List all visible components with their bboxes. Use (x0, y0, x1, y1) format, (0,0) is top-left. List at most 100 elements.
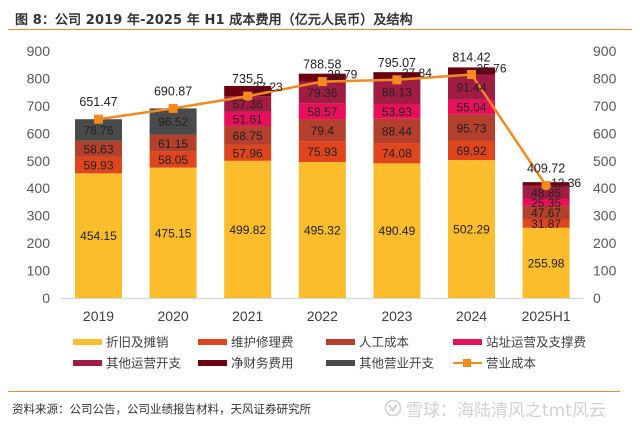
y2-axis-tick-label: 900 (593, 43, 617, 59)
legend-swatch-icon (326, 360, 355, 366)
data-labels: 454.15 59.93 58.63 78.76 475.15 58.05 61.15 96.… (79, 50, 581, 270)
bar-value-label: 31.87 (531, 217, 561, 231)
bar-segment (373, 118, 421, 144)
bar-segment (224, 160, 272, 298)
bar-segment (522, 205, 570, 220)
y2-axis-tick-label: 100 (593, 263, 617, 279)
bar-segment (149, 134, 197, 152)
legend-label: 人工成本 (359, 336, 410, 350)
y-axis-tick-label: 100 (27, 263, 51, 279)
bar-segment (75, 119, 122, 141)
bar-segment (373, 143, 421, 164)
bar-value-label: 51.61 (233, 112, 263, 126)
bar-value-label: 88.44 (382, 124, 412, 138)
bar-segment (224, 85, 272, 97)
bar-value-label: 61.15 (158, 137, 188, 151)
title-underline (8, 29, 632, 30)
source-note: 资料来源：公司公告，公司业绩报告材料，天风证券研究所 (12, 402, 311, 416)
y-axis-tick-label: 600 (27, 125, 51, 141)
bar-segment (149, 167, 197, 298)
bar-value-label: 55.04 (456, 101, 486, 115)
legend-item: 折旧及摊销 (73, 335, 169, 350)
bar-value-label: 12.36 (551, 176, 581, 190)
stacked-bars (75, 67, 570, 298)
line-marker (392, 75, 402, 85)
bar-segment (298, 81, 346, 104)
x-axis-tick-label: 2024 (456, 308, 487, 324)
bar-segment (75, 156, 122, 174)
line-value-label: 795.07 (378, 56, 416, 70)
y2-axis-tick-label: 600 (593, 125, 617, 141)
line-value-label: 735.5 (232, 72, 263, 86)
bar-value-label: 59.93 (83, 159, 113, 173)
legend-label: 维护修理费 (231, 335, 294, 350)
line-marker (467, 69, 476, 79)
legend-swatch-icon (73, 339, 102, 345)
line-marker (168, 103, 178, 113)
bar-value-label: 58.63 (83, 142, 113, 156)
bar-value-label: 57.96 (233, 146, 263, 160)
bar-value-label: 495.32 (304, 224, 341, 238)
legend-marker-icon (463, 359, 471, 367)
bar-value-label: 25.76 (476, 61, 506, 75)
watermark-text: 雪球：海陆清风之tmt风云 (406, 400, 606, 421)
legend-item: 维护修理费 (198, 335, 294, 350)
line-value-label: 690.87 (154, 84, 192, 98)
legend-swatch-icon (73, 360, 102, 366)
legend-label: 营业成本 (486, 357, 537, 371)
legend-label: 其他营业开支 (359, 357, 435, 371)
bar-value-label: 68.75 (233, 129, 263, 143)
bar-segment (298, 141, 346, 163)
x-axis-tick-label: 2021 (232, 308, 263, 324)
bar-value-label: 53.93 (382, 105, 412, 119)
watermark: 雪球：海陆清风之tmt风云 (384, 396, 606, 421)
line-value-label: 788.58 (303, 58, 341, 72)
y2-axis-tick-label: 0 (593, 290, 601, 306)
bar-segment (224, 126, 272, 145)
bar-segment (448, 114, 495, 141)
bar-value-label: 475.15 (155, 226, 192, 240)
bar-segment (298, 119, 346, 142)
bar-segment (224, 144, 272, 161)
bar-segment (522, 219, 570, 228)
y-axis-tick-label: 400 (27, 180, 51, 196)
y-axis-tick-label: 900 (27, 43, 51, 59)
y-axis-tick-label: 800 (27, 70, 51, 86)
y2-axis-tick-label: 700 (593, 98, 617, 114)
line-marker (541, 181, 551, 191)
bar-value-label: 502.29 (453, 223, 490, 237)
bar-value-label: 57.36 (233, 98, 263, 112)
x-axis-tick-label: 2019 (83, 308, 114, 324)
line-value-label: 651.47 (79, 95, 117, 109)
bar-value-label: 28.79 (327, 68, 357, 82)
y-axis-tick-label: 200 (27, 235, 51, 251)
bar-segment (448, 140, 495, 161)
bar-segment (448, 99, 495, 115)
bar-value-label: 490.49 (379, 224, 416, 238)
bar-value-label: 499.82 (229, 223, 266, 237)
bar-segment (75, 173, 122, 298)
bar-value-label: 25.35 (531, 196, 561, 210)
bar-segment (373, 163, 421, 298)
legend-swatch-icon (198, 339, 227, 345)
bar-value-label: 79.4 (311, 124, 335, 138)
bar-segment (75, 140, 122, 157)
legend-label: 其他运营开支 (106, 357, 182, 371)
y-axis-tick-label: 500 (27, 153, 51, 169)
line-value-label: 814.42 (452, 50, 490, 64)
bar-value-label: 69.92 (456, 144, 486, 158)
legend-item: 站址运营及支撑费 (453, 335, 586, 350)
bar-value-label: 37.23 (253, 80, 283, 94)
bar-value-label: 91.44 (456, 81, 486, 95)
bar-value-label: 96.52 (158, 115, 188, 129)
legend-label: 净财务费用 (231, 356, 294, 371)
y-axis-tick-label: 300 (27, 208, 51, 224)
line-marker (243, 91, 253, 101)
bar-value-label: 74.08 (382, 147, 412, 161)
x-axis-tick-label: 2022 (307, 308, 338, 324)
bar-value-label: 48.85 (531, 186, 561, 200)
legend-swatch-icon (453, 339, 482, 345)
y-axis-tick-label: 700 (27, 98, 51, 114)
legend-item: 营业成本 (453, 357, 537, 371)
